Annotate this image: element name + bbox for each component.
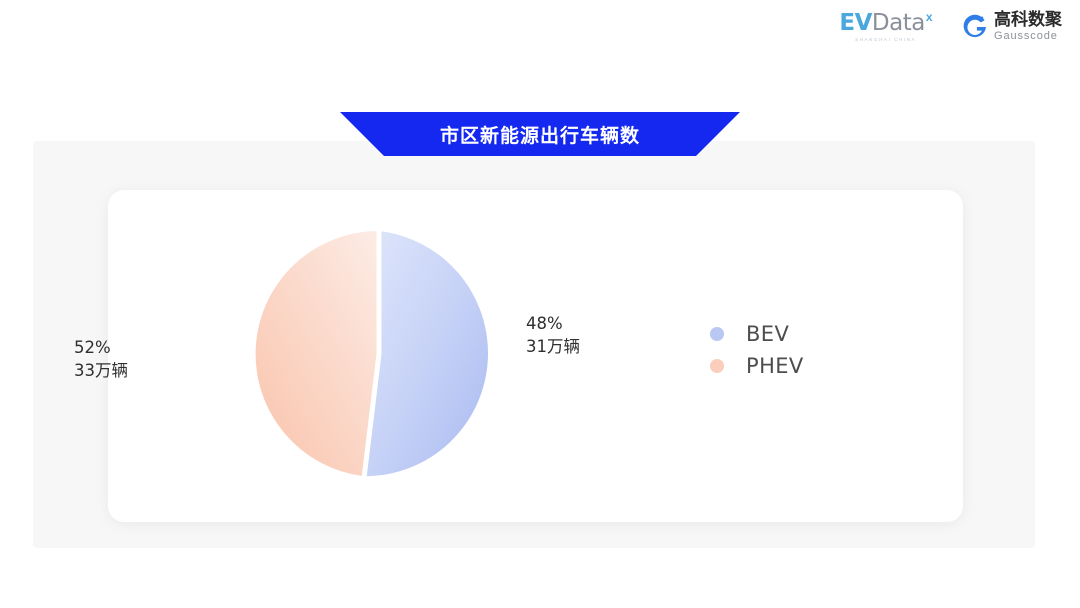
section-title-text: 市区新能源出行车辆数 — [439, 124, 640, 147]
pie-chart: 52% 33万辆 48% 31万辆 BEV PHEV — [74, 190, 963, 522]
pie-label-bev-percent: 48% — [526, 314, 563, 333]
legend-label-phev: PHEV — [746, 354, 804, 378]
pie-slice-phev — [255, 230, 379, 477]
gausscode-logo-en: Gausscode — [994, 30, 1058, 43]
chart-legend: BEV PHEV — [710, 318, 804, 382]
header-logo-group: EV Data x SHANGHAI CHINA 高科数聚 Gausscode — [839, 10, 1062, 43]
pie-graphic — [254, 229, 504, 479]
section-title-banner: 市区新能源出行车辆数 — [340, 112, 740, 156]
legend-dot-phev — [710, 359, 724, 373]
evdata-logo: EV Data x SHANGHAI CHINA — [839, 10, 933, 43]
pie-label-bev: 48% 31万辆 — [526, 312, 580, 359]
evdata-logo-superscript: x — [925, 10, 933, 24]
legend-item-bev[interactable]: BEV — [710, 318, 804, 350]
evdata-logo-wordmark: EV Data x — [839, 10, 933, 36]
pie-label-bev-count: 31万辆 — [526, 337, 580, 357]
pie-separator-bottom — [361, 353, 382, 479]
gausscode-mark-icon — [962, 14, 988, 40]
gausscode-logo: 高科数聚 Gausscode — [962, 12, 1062, 42]
legend-label-bev: BEV — [746, 322, 790, 346]
pie-label-phev-count: 33万辆 — [74, 361, 128, 381]
evdata-logo-tagline: SHANGHAI CHINA — [855, 37, 917, 42]
gausscode-logo-text: 高科数聚 Gausscode — [994, 12, 1062, 42]
gausscode-logo-cn: 高科数聚 — [994, 10, 1062, 31]
legend-item-phev[interactable]: PHEV — [710, 350, 804, 382]
evdata-logo-prefix: EV — [839, 10, 872, 36]
chart-card: 52% 33万辆 48% 31万辆 BEV PHEV — [74, 190, 963, 522]
pie-slice-bev — [364, 231, 488, 477]
pie-label-phev-percent: 52% — [74, 338, 111, 357]
legend-dot-bev — [710, 327, 724, 341]
evdata-logo-suffix: Data — [871, 10, 925, 36]
pie-label-phev: 52% 33万辆 — [74, 336, 128, 383]
